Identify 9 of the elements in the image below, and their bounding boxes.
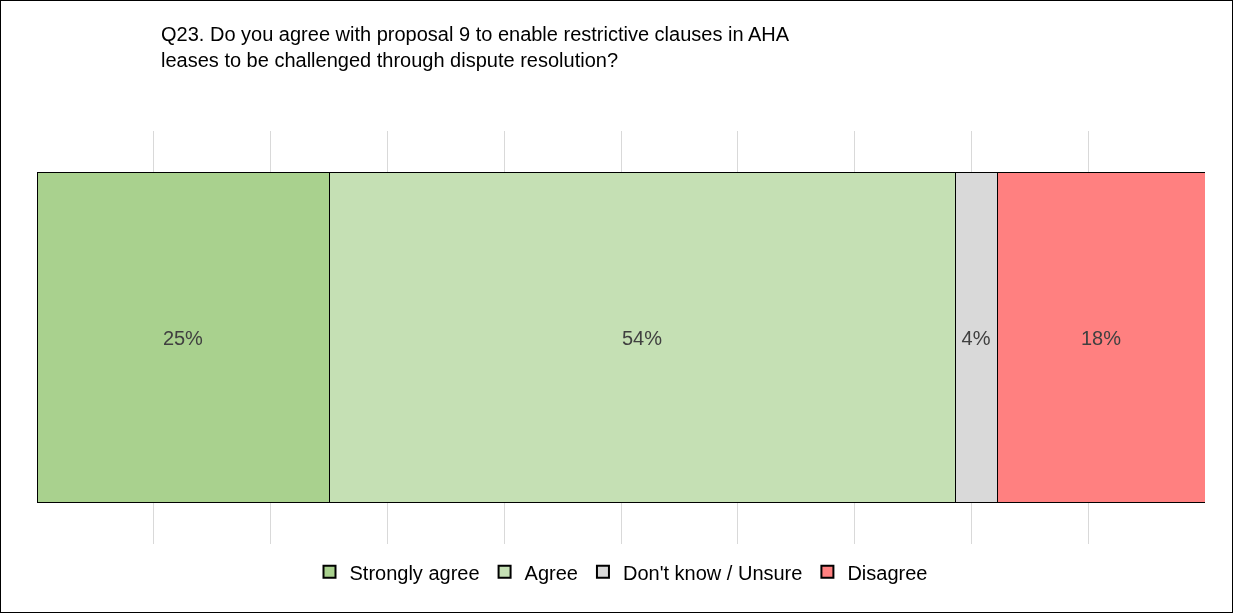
legend-label: Agree	[524, 561, 578, 584]
legend-label: Strongly agree	[349, 561, 480, 584]
legend-label: Disagree	[847, 561, 928, 584]
data-label: 25%	[162, 326, 204, 349]
chart-title: Q23. Do you agree with proposal 9 to enable restrictive clauses in AHA leases to be challenged through dispute resolution?	[161, 22, 790, 71]
data-label: 54%	[621, 326, 663, 349]
data-label: 18%	[1080, 326, 1122, 349]
data-label: 4%	[961, 326, 991, 349]
legend-label: Don't know / Unsure	[622, 561, 803, 584]
